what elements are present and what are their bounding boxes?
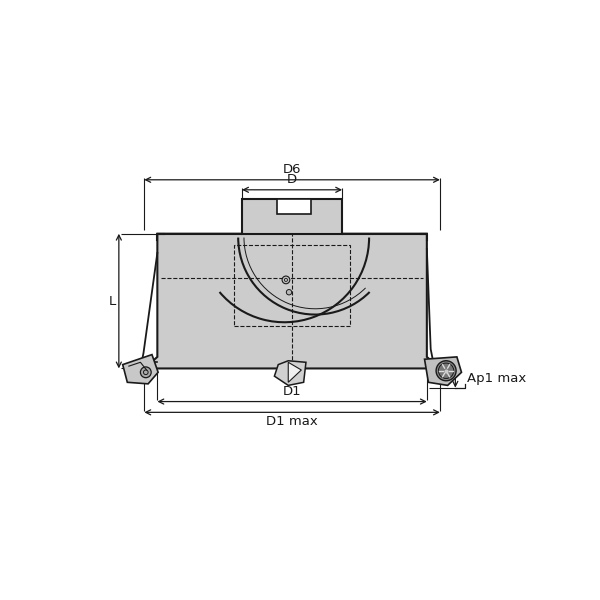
Text: D6: D6 [283, 163, 301, 176]
Polygon shape [242, 199, 342, 233]
Text: D1 max: D1 max [266, 415, 318, 428]
Circle shape [282, 276, 290, 284]
Polygon shape [123, 355, 158, 384]
Bar [235, 245, 350, 326]
Circle shape [436, 361, 456, 381]
Text: D1: D1 [283, 385, 301, 398]
Circle shape [439, 363, 454, 379]
Polygon shape [274, 361, 306, 385]
Circle shape [286, 290, 292, 295]
Text: D: D [287, 173, 297, 186]
Polygon shape [288, 362, 301, 382]
Text: Ap1 max: Ap1 max [467, 372, 526, 385]
Text: L: L [109, 295, 116, 308]
Polygon shape [144, 233, 440, 368]
Polygon shape [425, 357, 461, 385]
Polygon shape [277, 199, 311, 214]
Circle shape [140, 367, 151, 377]
